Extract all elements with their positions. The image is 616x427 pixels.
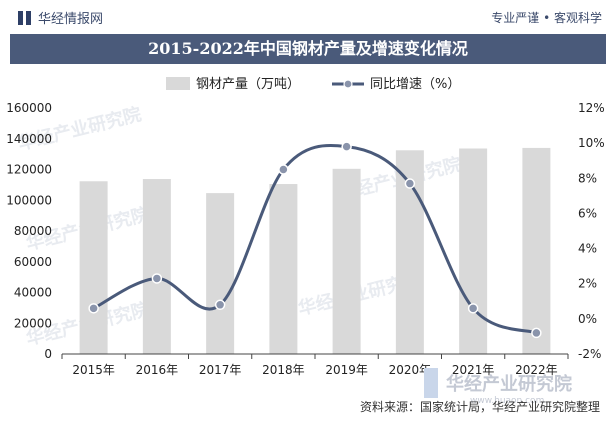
x-tick-label-8: 2022年 xyxy=(515,363,558,377)
y-left-tick-label: 0 xyxy=(44,347,52,361)
y-left-tick-label: 100000 xyxy=(6,193,52,207)
x-tick-label-4: 2018年 xyxy=(262,363,305,377)
brand-name: 华经情报网 xyxy=(38,12,104,27)
bar-7 xyxy=(459,148,488,354)
bar-4 xyxy=(269,184,298,354)
growth-point-5 xyxy=(341,141,352,152)
tagline: 专业严谨 • 客观科学 xyxy=(491,11,602,25)
watermark-url: www.huaon.com xyxy=(470,396,544,406)
watermark-logo-icon xyxy=(424,368,438,398)
top-bar: 华经情报网 专业严谨 • 客观科学 xyxy=(0,0,616,34)
chart-title-bar: 2015-2022年中国钢材产量及增速变化情况 xyxy=(10,34,606,64)
growth-point-4 xyxy=(278,164,289,175)
bar-8 xyxy=(522,147,551,354)
growth-point-2 xyxy=(151,273,163,284)
y-left-tick-label: 120000 xyxy=(6,163,52,177)
y-left-tick-label: 40000 xyxy=(14,286,52,300)
y-right-tick-label: 8% xyxy=(578,171,597,185)
y-right-tick-label: -2% xyxy=(578,347,601,361)
brand: 华经情报网 xyxy=(18,8,103,27)
y-right-tick-label: 6% xyxy=(578,206,597,220)
x-tick-label-6: 2020年 xyxy=(389,363,432,377)
growth-point-7 xyxy=(467,303,479,314)
x-tick-label-1: 2015年 xyxy=(72,363,115,377)
growth-point-3 xyxy=(214,299,226,311)
growth-line xyxy=(92,144,537,335)
legend-label-bar: 钢材产量（万吨） xyxy=(196,77,300,92)
bar-2 xyxy=(142,179,171,354)
x-tick-label-2: 2016年 xyxy=(136,363,179,377)
watermark-brand: 华经产业研究院 xyxy=(446,373,572,395)
y-left-tick-label: 140000 xyxy=(6,132,52,146)
y-right-tick-label: 12% xyxy=(578,101,605,115)
growth-point-6 xyxy=(404,178,416,189)
brand-logo-icon xyxy=(18,10,32,25)
legend-swatch-bar xyxy=(166,77,190,90)
chart-title: 2015-2022年中国钢材产量及增速变化情况 xyxy=(148,39,468,58)
x-tick-label-3: 2017年 xyxy=(199,363,242,377)
x-tick-label-7: 2021年 xyxy=(452,363,495,377)
growth-point-8 xyxy=(531,327,542,339)
y-left-tick-label: 20000 xyxy=(14,316,52,330)
y-left-tick-label: 160000 xyxy=(6,101,52,115)
source-note: 资料来源：国家统计局，华经产业研究院整理 xyxy=(359,400,600,414)
y-right-tick-label: 10% xyxy=(578,136,605,150)
x-tick-label-5: 2019年 xyxy=(325,363,368,377)
bar-3 xyxy=(206,193,235,354)
bar-5 xyxy=(332,168,361,354)
y-left-tick-label: 80000 xyxy=(14,224,52,238)
legend-swatch-point xyxy=(343,79,353,89)
y-left-tick-label: 60000 xyxy=(14,255,52,269)
bar-1 xyxy=(79,181,108,354)
y-right-tick-label: 4% xyxy=(578,242,597,256)
y-right-tick-label: 0% xyxy=(578,312,597,326)
growth-point-1 xyxy=(88,303,99,314)
y-right-tick-label: 2% xyxy=(578,277,597,291)
legend-label-line: 同比增速（%） xyxy=(370,77,460,92)
